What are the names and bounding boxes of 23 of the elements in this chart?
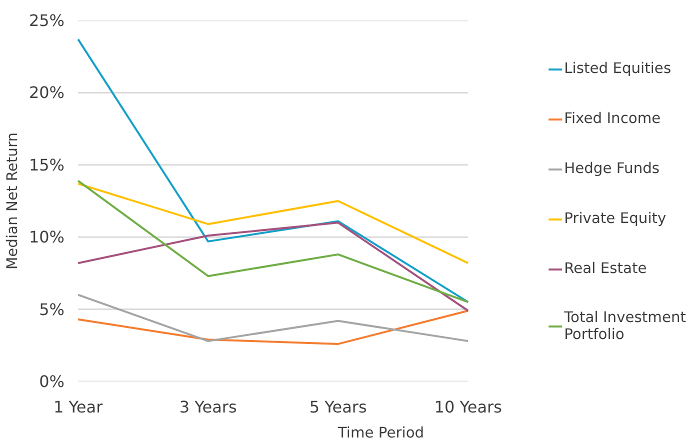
legend-label: Total Investment Portfolio: [564, 308, 686, 342]
line-series: [77, 38, 470, 304]
y-tick-label: 20%: [28, 83, 64, 102]
line-series: [77, 180, 470, 304]
legend-label: Listed Equities: [564, 60, 672, 77]
x-axis-title: Time Period: [336, 424, 424, 442]
line-series: [77, 182, 470, 264]
y-tick-label: 10%: [28, 228, 64, 247]
x-tick-label: 1 Year: [54, 398, 104, 416]
y-tick-label: 5%: [39, 300, 65, 319]
legend-label: Private Equity: [564, 210, 666, 227]
y-tick-label: 25%: [28, 11, 64, 30]
x-tick-label: 10 Years: [434, 398, 502, 416]
x-tick-label: 3 Years: [179, 398, 237, 416]
y-axis-title: Median Net Return: [4, 132, 21, 270]
x-tick-label: 5 Years: [309, 398, 367, 416]
legend-label: Fixed Income: [564, 110, 661, 127]
y-tick-label: 0%: [39, 372, 65, 391]
line-series: [77, 222, 470, 312]
legend-label: Real Estate: [564, 260, 647, 277]
legend-label: Hedge Funds: [564, 160, 660, 177]
line-series: [77, 310, 470, 345]
y-tick-label: 15%: [28, 155, 64, 174]
